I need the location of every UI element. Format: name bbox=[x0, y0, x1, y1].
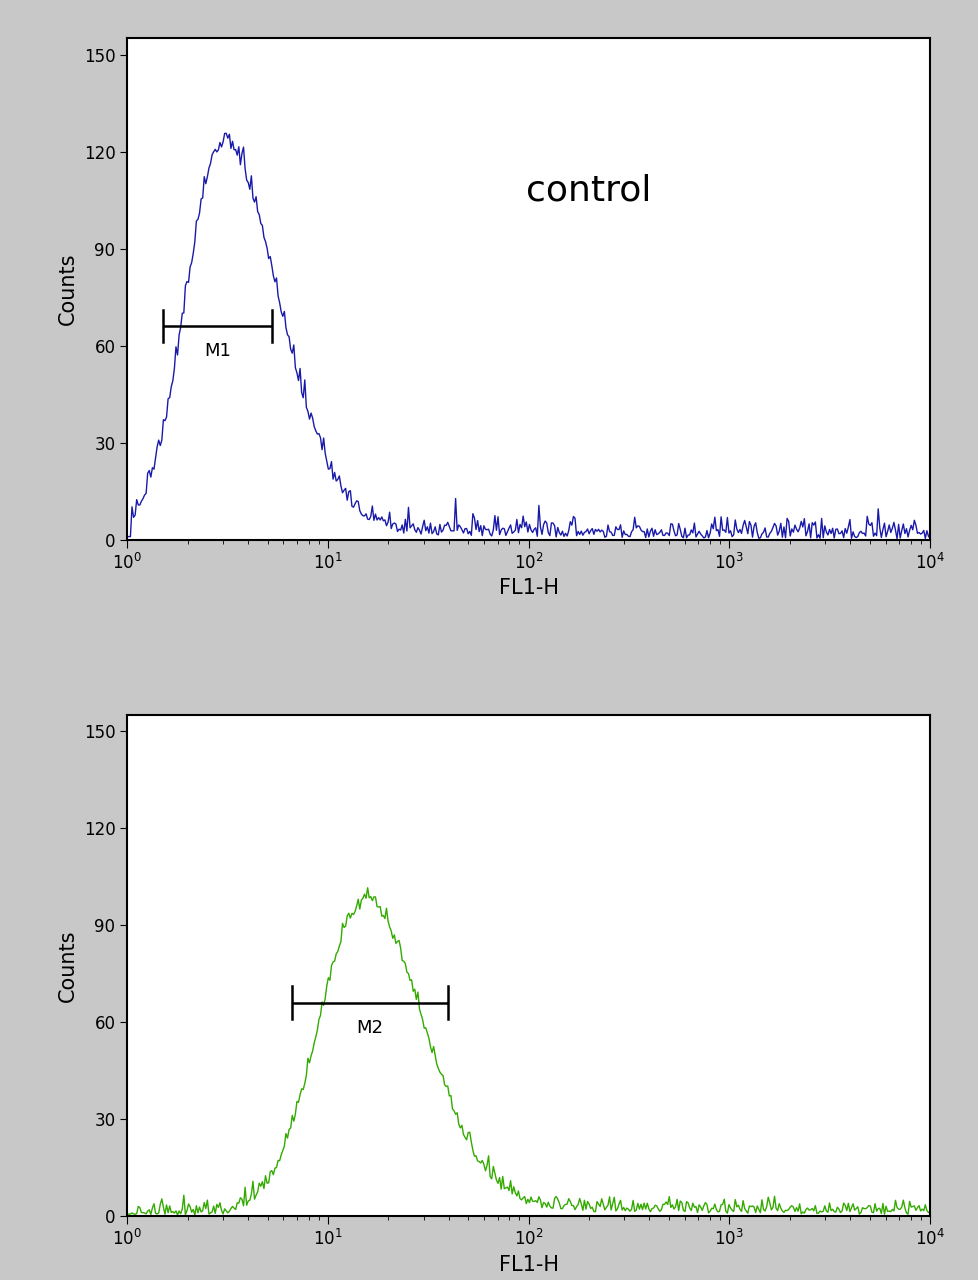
X-axis label: FL1-H: FL1-H bbox=[498, 579, 558, 598]
Y-axis label: Counts: Counts bbox=[58, 252, 78, 325]
X-axis label: FL1-H: FL1-H bbox=[498, 1254, 558, 1275]
Text: M2: M2 bbox=[356, 1019, 383, 1037]
Y-axis label: Counts: Counts bbox=[58, 929, 78, 1002]
Text: control: control bbox=[525, 173, 651, 207]
Text: M1: M1 bbox=[204, 342, 231, 360]
